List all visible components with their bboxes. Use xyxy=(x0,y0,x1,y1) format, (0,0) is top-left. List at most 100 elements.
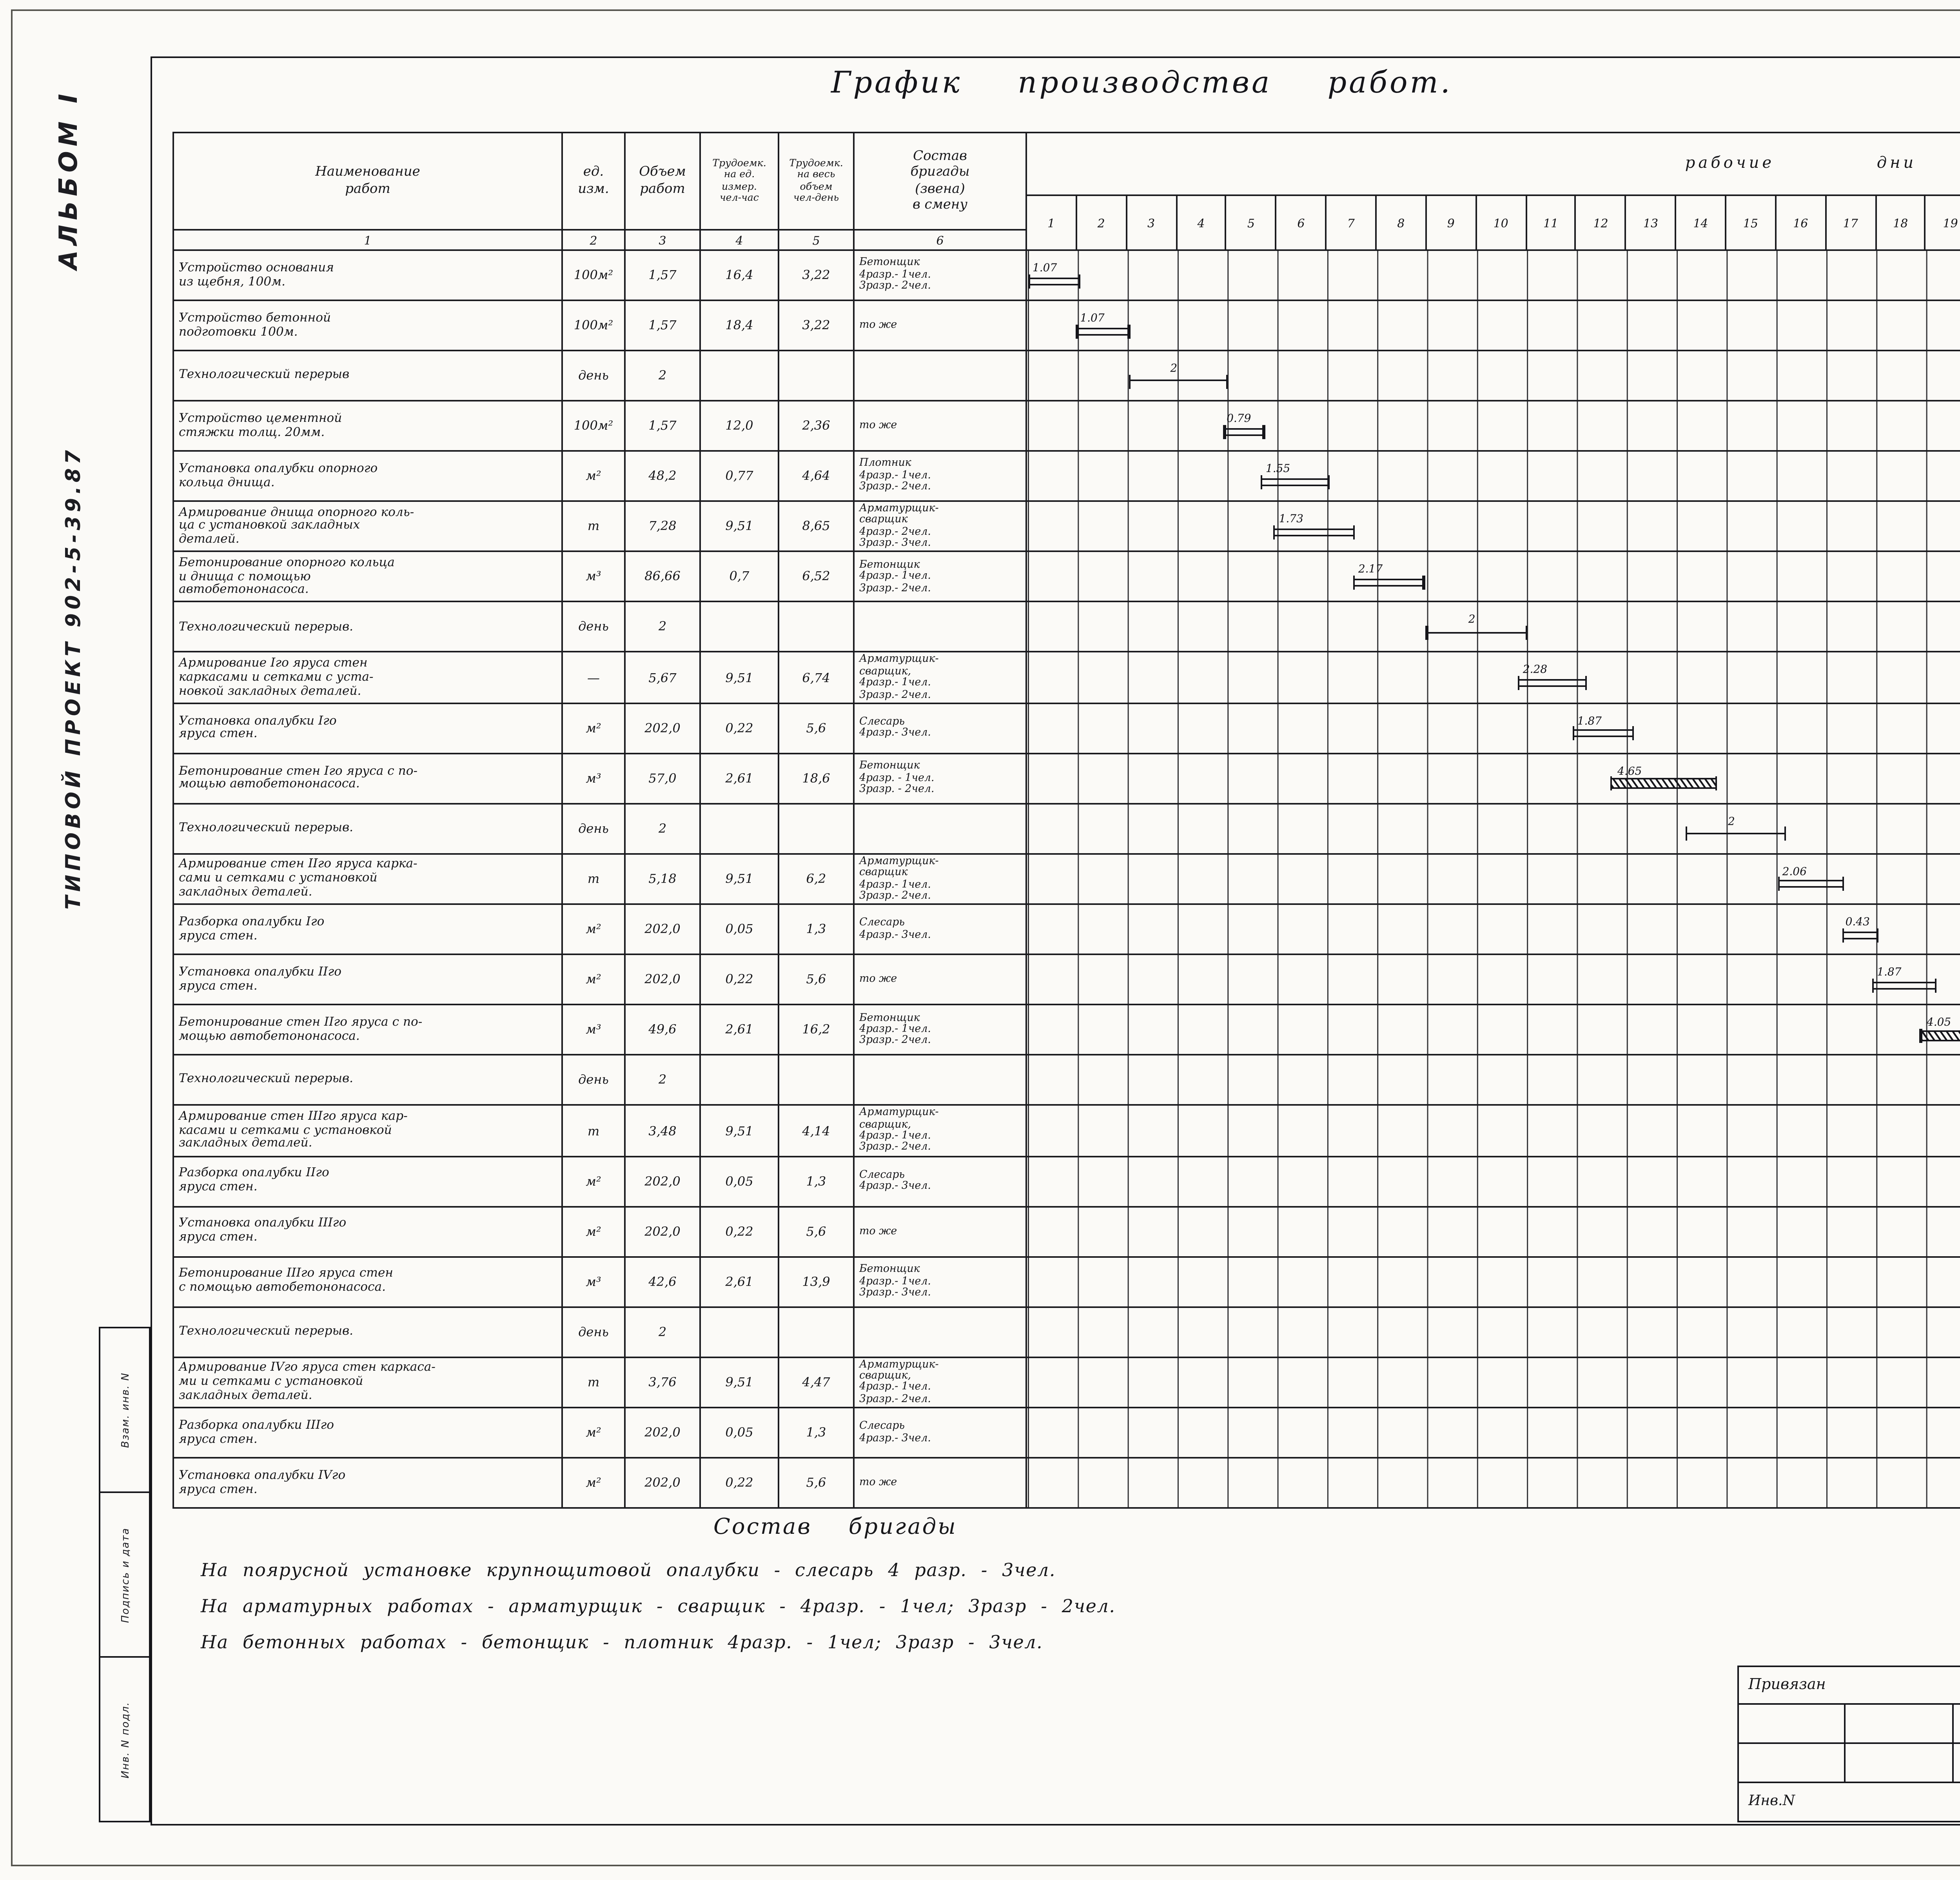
labor-per-unit-cell: 0,05 xyxy=(699,1407,779,1459)
gantt-cell: 2.28 xyxy=(1025,651,1960,704)
work-row: Установка опалубки IVго яруса стен. м² 202… xyxy=(172,1457,1960,1509)
crew-cell: Бетонщик 4разр.- 1чел. 3разр.- 2чел. xyxy=(853,249,1027,301)
gantt-bar-label: 1.07 xyxy=(1080,312,1105,325)
unit-cell: т xyxy=(561,1104,626,1157)
volume-cell: 2 xyxy=(624,1054,701,1106)
work-row: Разборка опалубки Iго яруса стен. м² 202,0… xyxy=(172,904,1960,956)
gantt-cell: 1.87 xyxy=(1025,1206,1960,1257)
labor-per-unit-cell: 0,77 xyxy=(699,450,779,502)
day-number-header: 12 xyxy=(1575,194,1627,251)
left-stamp-column: Взам. инв. N Подпись и дата Инв. N подл. xyxy=(99,1327,151,1822)
unit-cell: м² xyxy=(561,904,626,956)
crew-cell: Арматурщик-сварщик, 4разр.- 1чел. 3разр.- … xyxy=(853,1356,1027,1409)
day-number-header: 6 xyxy=(1275,194,1327,251)
volume-cell: 5,18 xyxy=(624,853,701,906)
volume-cell: 86,66 xyxy=(624,551,701,603)
crew-cell: то же xyxy=(853,300,1027,351)
volume-cell: 42,6 xyxy=(624,1256,701,1308)
gantt-bar-label: 0.79 xyxy=(1227,412,1251,425)
work-name-cell: Устройство цементной стяжки толщ. 20мм. xyxy=(172,400,563,452)
schedule-table-body: Устройство основания из щебня, 100м. 100м… xyxy=(172,249,1960,1509)
labor-total-cell xyxy=(778,1306,855,1358)
labor-per-unit-cell xyxy=(699,803,779,855)
crew-note-title: Состав бригады xyxy=(713,1515,957,1540)
day-number-header: 7 xyxy=(1325,194,1377,251)
labor-per-unit-cell: 9,51 xyxy=(699,1356,779,1409)
work-row: Бетонирование стен Iго яруса с по- мощью… xyxy=(172,752,1960,805)
unit-cell: м² xyxy=(561,954,626,1006)
work-row: Армирование стен IIго яруса карка- сами … xyxy=(172,853,1960,906)
column-header-crew: Состав бригады (звена) в смену xyxy=(853,132,1027,231)
unit-cell: день xyxy=(561,1306,626,1358)
crew-cell: Арматурщик-сварщик 4разр.- 1чел. 3разр.- 2… xyxy=(853,853,1027,906)
work-name-cell: Установка опалубки IVго яруса стен. xyxy=(172,1457,563,1509)
day-number-header: 14 xyxy=(1675,194,1727,251)
day-header-row: 1234567891011121314151617181920212223242… xyxy=(173,194,1960,251)
work-row: Разборка опалубки IIIго яруса стен. м² 202… xyxy=(172,1407,1960,1459)
labor-per-unit-cell: 12,0 xyxy=(699,400,779,452)
labor-per-unit-cell xyxy=(699,350,779,401)
work-row: Армирование днища опорного коль- ца с ус… xyxy=(172,500,1960,553)
crew-cell: Слесарь 4разр.- 3чел. xyxy=(853,1155,1027,1207)
gantt-bar-label: 1.55 xyxy=(1265,463,1290,475)
day-number-header: 1 xyxy=(1025,194,1077,251)
gantt-cell: 1.87 xyxy=(1025,702,1960,754)
gantt-cell: 4.05 xyxy=(1025,1004,1960,1056)
work-name-cell: Технологический перерыв. xyxy=(172,601,563,653)
volume-cell: 1,57 xyxy=(624,249,701,301)
crew-cell: то же xyxy=(853,400,1027,452)
work-name-cell: Устройство основания из щебня, 100м. xyxy=(172,249,563,301)
table-header: Наименование работ ед. изм. Объем работ … xyxy=(172,132,1960,251)
gantt-bar-label: 2.17 xyxy=(1358,563,1383,576)
column-header-working-days: рабочие дни xyxy=(1025,132,1960,196)
volume-cell: 202,0 xyxy=(624,1206,701,1257)
column-index: 3 xyxy=(624,229,701,251)
volume-cell: 2 xyxy=(624,350,701,401)
labor-total-cell: 16,2 xyxy=(778,1004,855,1056)
work-name-cell: Установка опалубки Iго яруса стен. xyxy=(172,702,563,754)
page-title: График производства работ. xyxy=(831,66,1452,100)
labor-total-cell: 2,36 xyxy=(778,400,855,452)
column-index: 1 xyxy=(172,229,563,251)
work-name-cell: Армирование IVго яруса стен каркаса- ми … xyxy=(172,1356,563,1409)
unit-cell: м² xyxy=(561,1155,626,1207)
labor-per-unit-cell: 0,22 xyxy=(699,954,779,1006)
labor-total-cell: 3,22 xyxy=(778,300,855,351)
work-row: Армирование IVго яруса стен каркаса- ми … xyxy=(172,1356,1960,1409)
crew-cell: Плотник 4разр.- 1чел. 3разр.- 2чел. xyxy=(853,450,1027,502)
work-name-cell: Установка опалубки IIIго яруса стен. xyxy=(172,1206,563,1257)
volume-cell: 5,67 xyxy=(624,651,701,704)
work-name-cell: Установка опалубки опорного кольца днища… xyxy=(172,450,563,502)
work-name-cell: Разборка опалубки IIго яруса стен. xyxy=(172,1155,563,1207)
work-name-cell: Установка опалубки IIго яруса стен. xyxy=(172,954,563,1006)
labor-per-unit-cell: 0,22 xyxy=(699,702,779,754)
crew-cell: Бетонщик 4разр.- 1чел. 3разр.- 2чел. xyxy=(853,1004,1027,1056)
title-block-empty-row xyxy=(1739,1705,1960,1744)
gantt-bar-label: 4.05 xyxy=(1926,1017,1951,1030)
work-name-cell: Армирование днища опорного коль- ца с ус… xyxy=(172,500,563,553)
work-schedule-table: Наименование работ ед. изм. Объем работ … xyxy=(172,132,1960,1509)
column-index: 2 xyxy=(561,229,626,251)
project-number-label: ТИПОВОЙ ПРОЕКТ 902-5-39.87 xyxy=(63,446,86,910)
day-number-header: 18 xyxy=(1875,194,1926,251)
day-number-header: 4 xyxy=(1175,194,1227,251)
work-name-cell: Технологический перерыв xyxy=(172,350,563,401)
gantt-bar-label: 2 xyxy=(1170,362,1178,375)
unit-cell: т xyxy=(561,500,626,553)
labor-total-cell: 5,6 xyxy=(778,1457,855,1509)
labor-per-unit-cell: 18,4 xyxy=(699,300,779,351)
day-number-header: 5 xyxy=(1225,194,1277,251)
work-name-cell: Разборка опалубки Iго яруса стен. xyxy=(172,904,563,956)
column-header-labor-total: Трудоемк. на весь объем чел-день xyxy=(778,132,855,231)
crew-cell xyxy=(853,803,1027,855)
album-label: АЛЬБОМ I xyxy=(53,89,83,270)
labor-total-cell: 18,6 xyxy=(778,752,855,805)
unit-cell: т xyxy=(561,853,626,906)
labor-total-cell: 6,74 xyxy=(778,651,855,704)
labor-per-unit-cell: 0,22 xyxy=(699,1206,779,1257)
gantt-cell: 1.38 xyxy=(1025,1104,1960,1157)
